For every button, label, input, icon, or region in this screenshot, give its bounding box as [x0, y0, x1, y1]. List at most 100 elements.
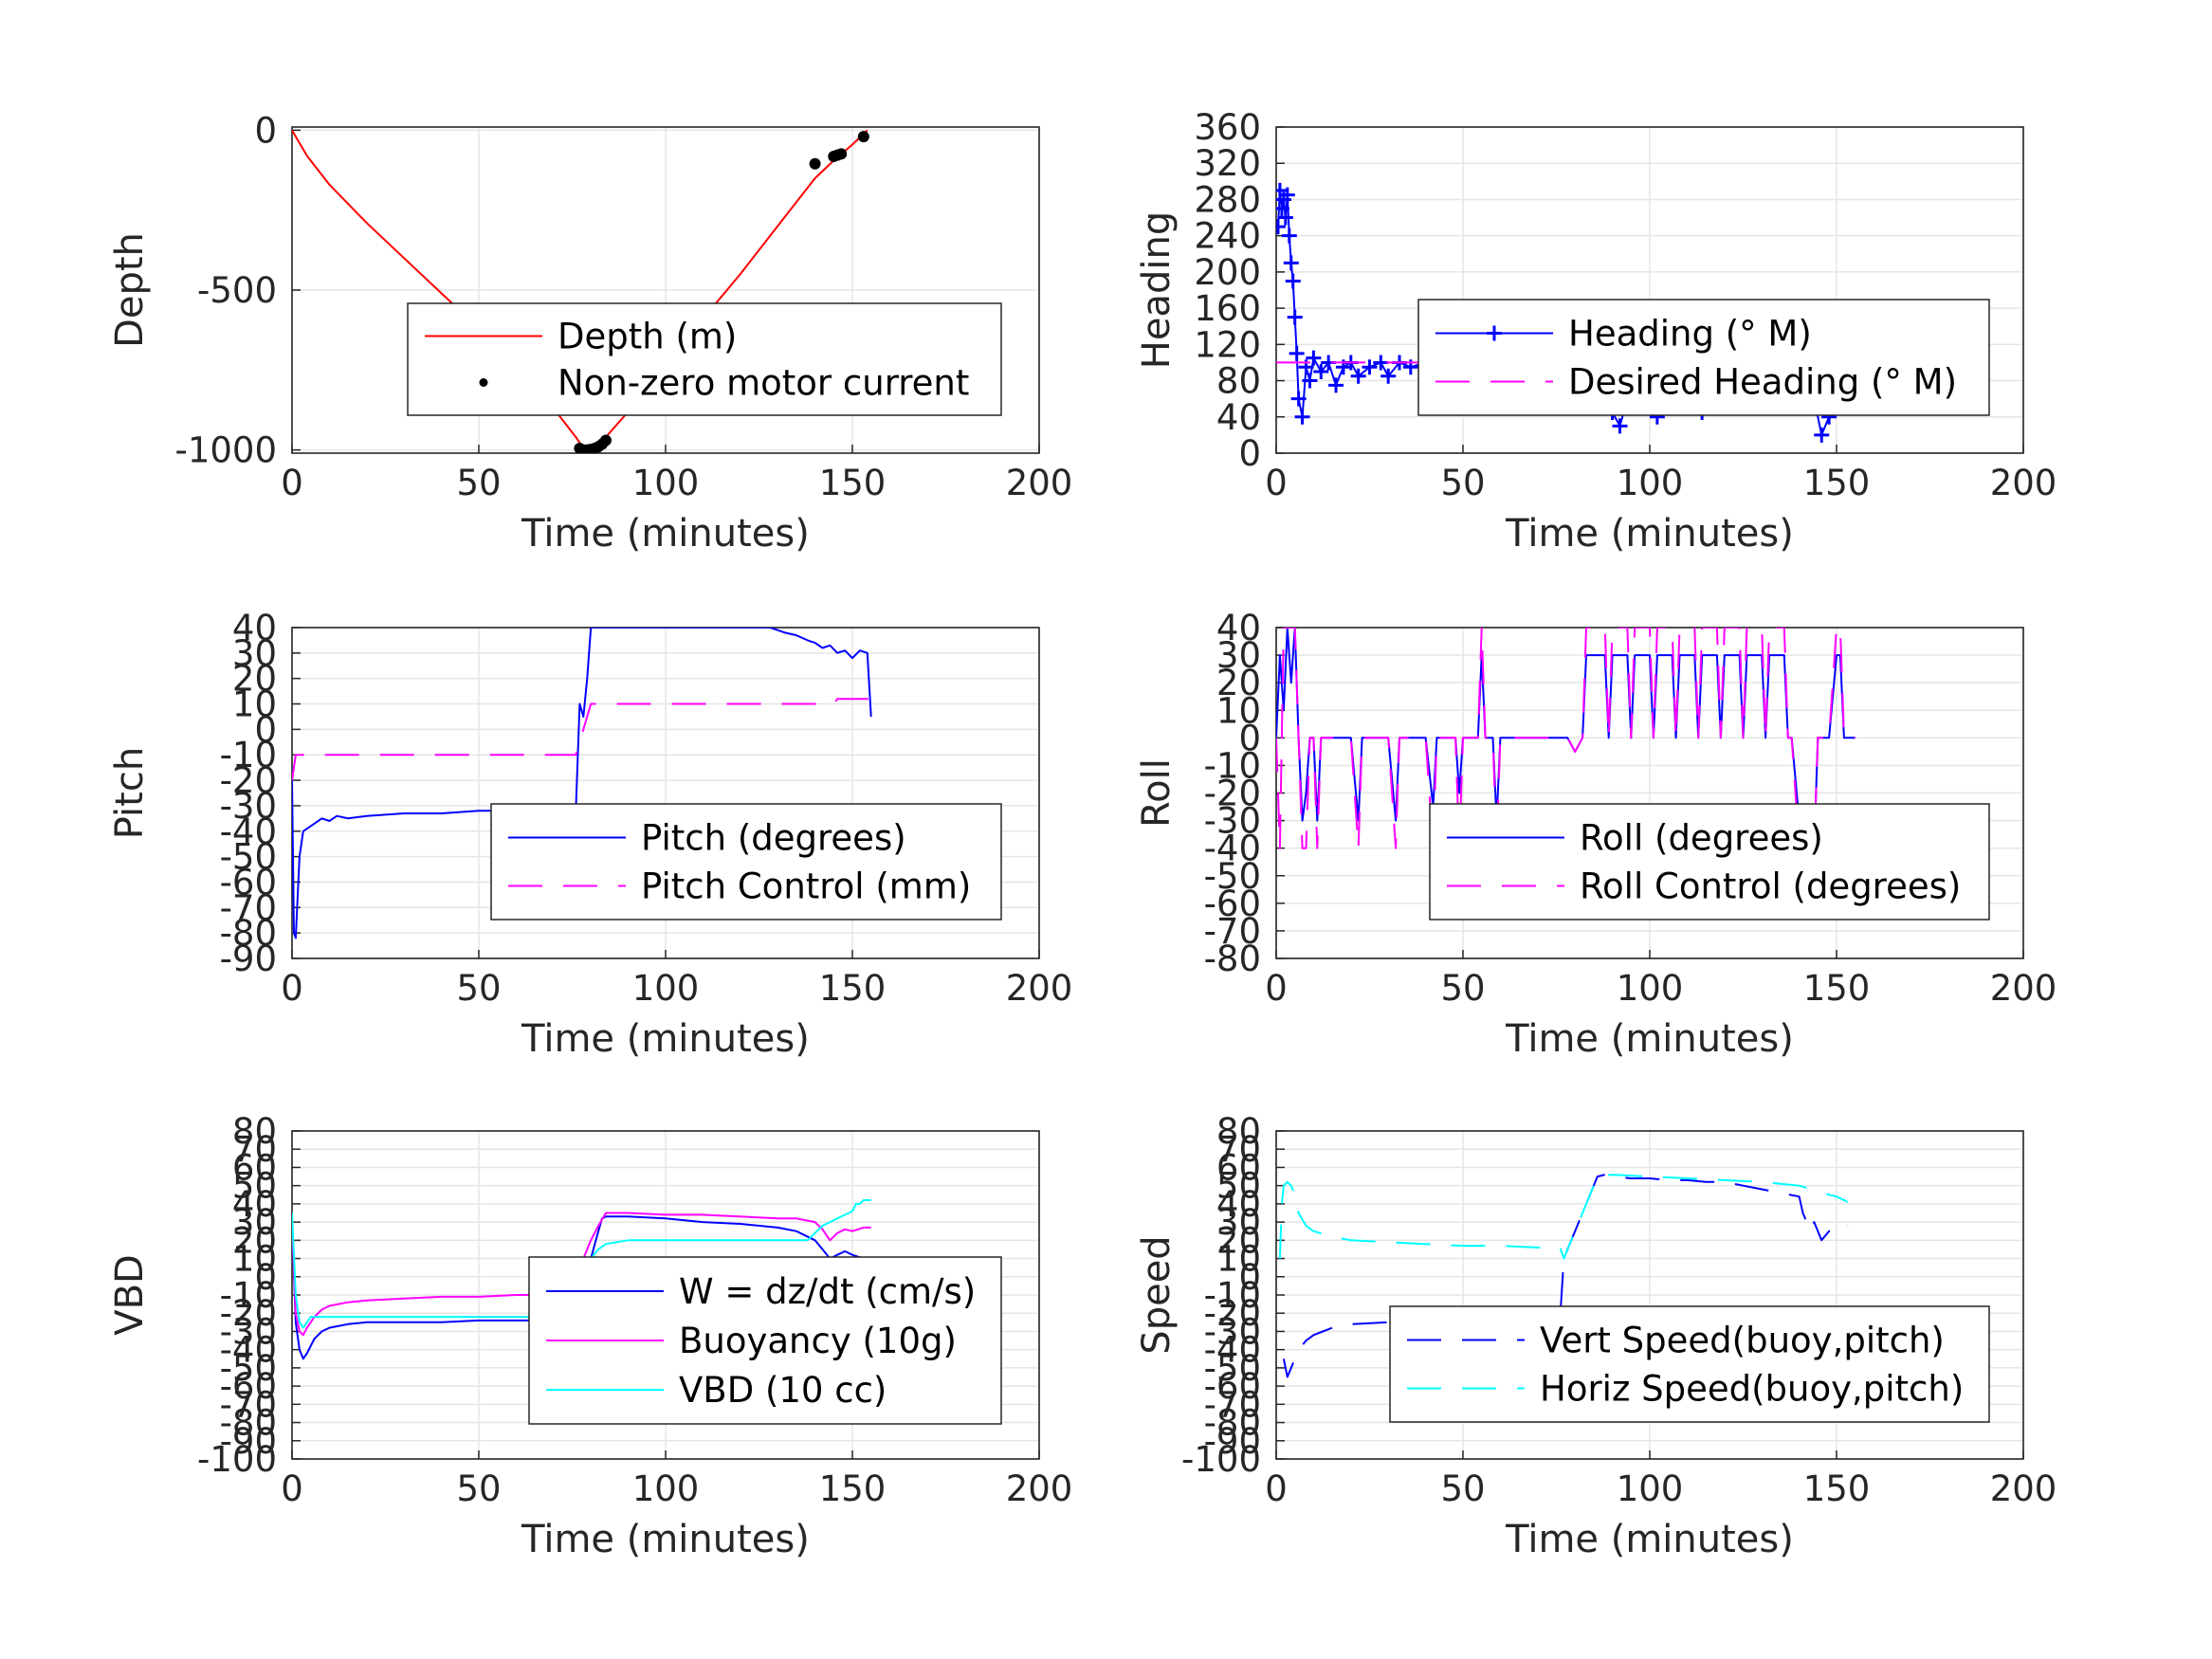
- y-tick-label: 60: [1216, 1147, 1261, 1188]
- y-tick-label: -20: [1204, 1293, 1261, 1334]
- chart-3: 0 50 100 150 200-90-80-70-60-50-40-30-20-100…: [108, 608, 1072, 1061]
- ticks: 0 50 100 150 200 -1000 -500 0: [174, 110, 1072, 503]
- data-point: [1380, 368, 1397, 384]
- y-axis-label: Speed: [1135, 1235, 1179, 1354]
- x-tick-label: 0: [1265, 463, 1288, 503]
- y-tick-label: 20: [1216, 663, 1261, 703]
- x-tick-label: 100: [1617, 1468, 1684, 1509]
- x-tick-label: 0: [1265, 968, 1288, 1009]
- x-tick-label: 200: [1990, 463, 2057, 503]
- y-axis-label: VBD: [108, 1254, 152, 1336]
- y-tick-label: -30: [1204, 801, 1261, 842]
- series-group: [292, 129, 869, 453]
- y-axis-label: Pitch: [108, 747, 152, 839]
- y-tick-label: 30: [1216, 635, 1261, 676]
- legend-label: Roll (degrees): [1580, 818, 1823, 859]
- y-tick-label: 320: [1194, 143, 1261, 184]
- y-tick-label: 0: [1238, 718, 1261, 758]
- y-tick-label: 280: [1194, 179, 1261, 220]
- x-tick-label: 0: [281, 968, 303, 1009]
- y-tick-label: 80: [1216, 1111, 1261, 1152]
- legend-label: Pitch (degrees): [641, 818, 906, 859]
- data-point: [1283, 255, 1299, 271]
- y-tick-label: -30: [220, 1311, 277, 1352]
- data-point: [1328, 377, 1344, 393]
- data-point: [1612, 418, 1628, 434]
- y-tick-label: -20: [220, 1293, 277, 1334]
- data-point: [835, 148, 848, 160]
- series-group: [292, 628, 872, 939]
- data-point: [1313, 364, 1329, 379]
- y-tick-label: -20: [1204, 774, 1261, 814]
- y-tick-label: -10: [1204, 1275, 1261, 1316]
- y-tick-label: 10: [1216, 690, 1261, 731]
- legend-label: W = dz/dt (cm/s): [679, 1271, 976, 1312]
- y-tick-label: -30: [220, 786, 277, 827]
- chart-1: 0 50 100 150 200 -1000 -500 0 Time (minutes) Dept…: [108, 110, 1072, 556]
- y-tick-label: -80: [220, 913, 277, 954]
- legend-label: Non-zero motor current: [558, 363, 969, 404]
- ticks: 0 50 100 150 200-100-90-80-70-60-50-40-30-20…: [1181, 1111, 2057, 1509]
- y-tick-label: -70: [220, 1384, 277, 1425]
- x-tick-label: 0: [1265, 1468, 1288, 1509]
- y-tick-label: -40: [1204, 829, 1261, 869]
- x-tick-label: 200: [1006, 463, 1073, 503]
- y-tick-label: -60: [1204, 884, 1261, 924]
- y-tick-label: -50: [1204, 856, 1261, 897]
- data-point: [809, 157, 821, 170]
- x-tick-label: 50: [456, 1468, 501, 1509]
- y-tick-label: 200: [1194, 252, 1261, 293]
- data-point: [1302, 373, 1318, 389]
- x-tick-label: 0: [281, 463, 303, 503]
- data-point: [1350, 368, 1366, 384]
- series-2-line: [1278, 1174, 1849, 1260]
- legend: W = dz/dt (cm/s) Buoyancy (10g) VBD (10 cc…: [528, 1256, 1002, 1425]
- y-tick-label: 20: [232, 659, 277, 700]
- y-tick-label: -90: [220, 1421, 277, 1462]
- x-tick-label: 200: [1990, 968, 2057, 1009]
- y-tick-label: 10: [1216, 1239, 1261, 1280]
- y-tick-label: 30: [232, 633, 277, 674]
- y-tick-label: 40: [232, 608, 277, 648]
- x-axis-label: Time (minutes): [521, 1017, 810, 1061]
- y-tick-label: 0: [1238, 433, 1261, 474]
- y-tick-label: -100: [1181, 1439, 1261, 1480]
- y-tick-label: 10: [232, 684, 277, 725]
- x-tick-label: 50: [456, 968, 501, 1009]
- y-tick-label: 0: [254, 709, 277, 750]
- data-point: [1290, 391, 1307, 407]
- y-tick-label: 240: [1194, 216, 1261, 257]
- data-point: [1281, 228, 1297, 244]
- x-tick-label: 100: [1617, 463, 1684, 503]
- y-tick-label: -80: [1204, 1403, 1261, 1444]
- x-tick-label: 100: [1617, 968, 1684, 1009]
- legend-box: [1429, 803, 1990, 921]
- data-point: [1285, 273, 1301, 289]
- y-tick-label: -50: [1204, 1348, 1261, 1389]
- legend-label: Horiz Speed(buoy,pitch): [1540, 1369, 1964, 1410]
- data-point: [1279, 187, 1295, 203]
- legend: Roll (degrees) Roll Control (degrees): [1429, 803, 1990, 921]
- y-tick-label: 0: [254, 110, 277, 151]
- data-point: [857, 131, 869, 143]
- x-axis-label: Time (minutes): [521, 512, 810, 556]
- y-tick-label: -40: [220, 1330, 277, 1371]
- x-tick-label: 50: [1440, 968, 1485, 1009]
- y-tick-label: -10: [1204, 745, 1261, 786]
- legend-label: Buoyancy (10g): [679, 1321, 957, 1361]
- chart-2: 0 50 100 150 20004080120160200240280320360Ti…: [1135, 107, 2057, 556]
- legend: Depth (m) Non-zero motor current: [407, 302, 1002, 416]
- data-point: [599, 434, 612, 447]
- y-tick-label: -40: [1204, 1330, 1261, 1371]
- ticks: 0 50 100 150 200-100-90-80-70-60-50-40-30-20…: [197, 1111, 1072, 1509]
- y-tick-label: -80: [1204, 939, 1261, 979]
- x-tick-label: 150: [1803, 463, 1871, 503]
- y-tick-label: -20: [220, 760, 277, 801]
- legend-marker: [479, 378, 488, 387]
- x-tick-label: 0: [281, 1468, 303, 1509]
- y-tick-label: 360: [1194, 107, 1261, 148]
- y-tick-label: -50: [220, 837, 277, 878]
- x-tick-label: 150: [1803, 968, 1871, 1009]
- x-tick-label: 200: [1006, 968, 1073, 1009]
